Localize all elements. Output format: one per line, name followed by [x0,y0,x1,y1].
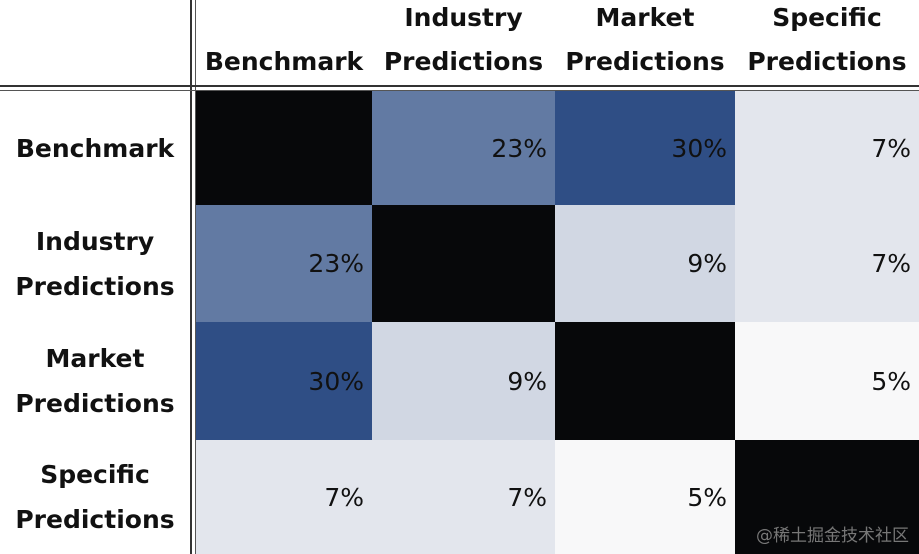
heatmap-cell: 30% [555,91,735,205]
heatmap-cell-diagonal [372,205,555,322]
heatmap-cell: 9% [372,322,555,440]
heatmap-cell: 7% [735,91,919,205]
column-header: Benchmark [204,47,364,76]
header-divider-horizontal [0,85,919,87]
column-header: Market Predictions [565,3,725,76]
heatmap-cell: 7% [735,205,919,322]
header-divider-vertical-inner [195,0,196,554]
row-header: Market Predictions [15,344,175,418]
column-header: Specific Predictions [747,3,907,76]
row-header: Benchmark [15,133,175,163]
heatmap-cell: 23% [196,205,372,322]
heatmap-cell-diagonal [196,91,372,205]
row-header: Industry Predictions [15,226,175,301]
column-header: Industry Predictions [383,3,544,76]
watermark: @稀土掘金技术社区 [756,526,909,546]
heatmap-cell: 23% [372,91,555,205]
heatmap-cell: 9% [555,205,735,322]
heatmap-cell: 5% [555,440,735,554]
row-header: Specific Predictions [15,460,175,534]
header-divider-horizontal-inner [0,90,919,91]
heatmap-cell: 5% [735,322,919,440]
heatmap-cell-diagonal [735,440,919,554]
heatmap-cell: 30% [196,322,372,440]
heatmap-cell-diagonal [555,322,735,440]
header-divider-vertical [190,0,192,554]
heatmap-cell: 7% [372,440,555,554]
heatmap-cell: 7% [196,440,372,554]
